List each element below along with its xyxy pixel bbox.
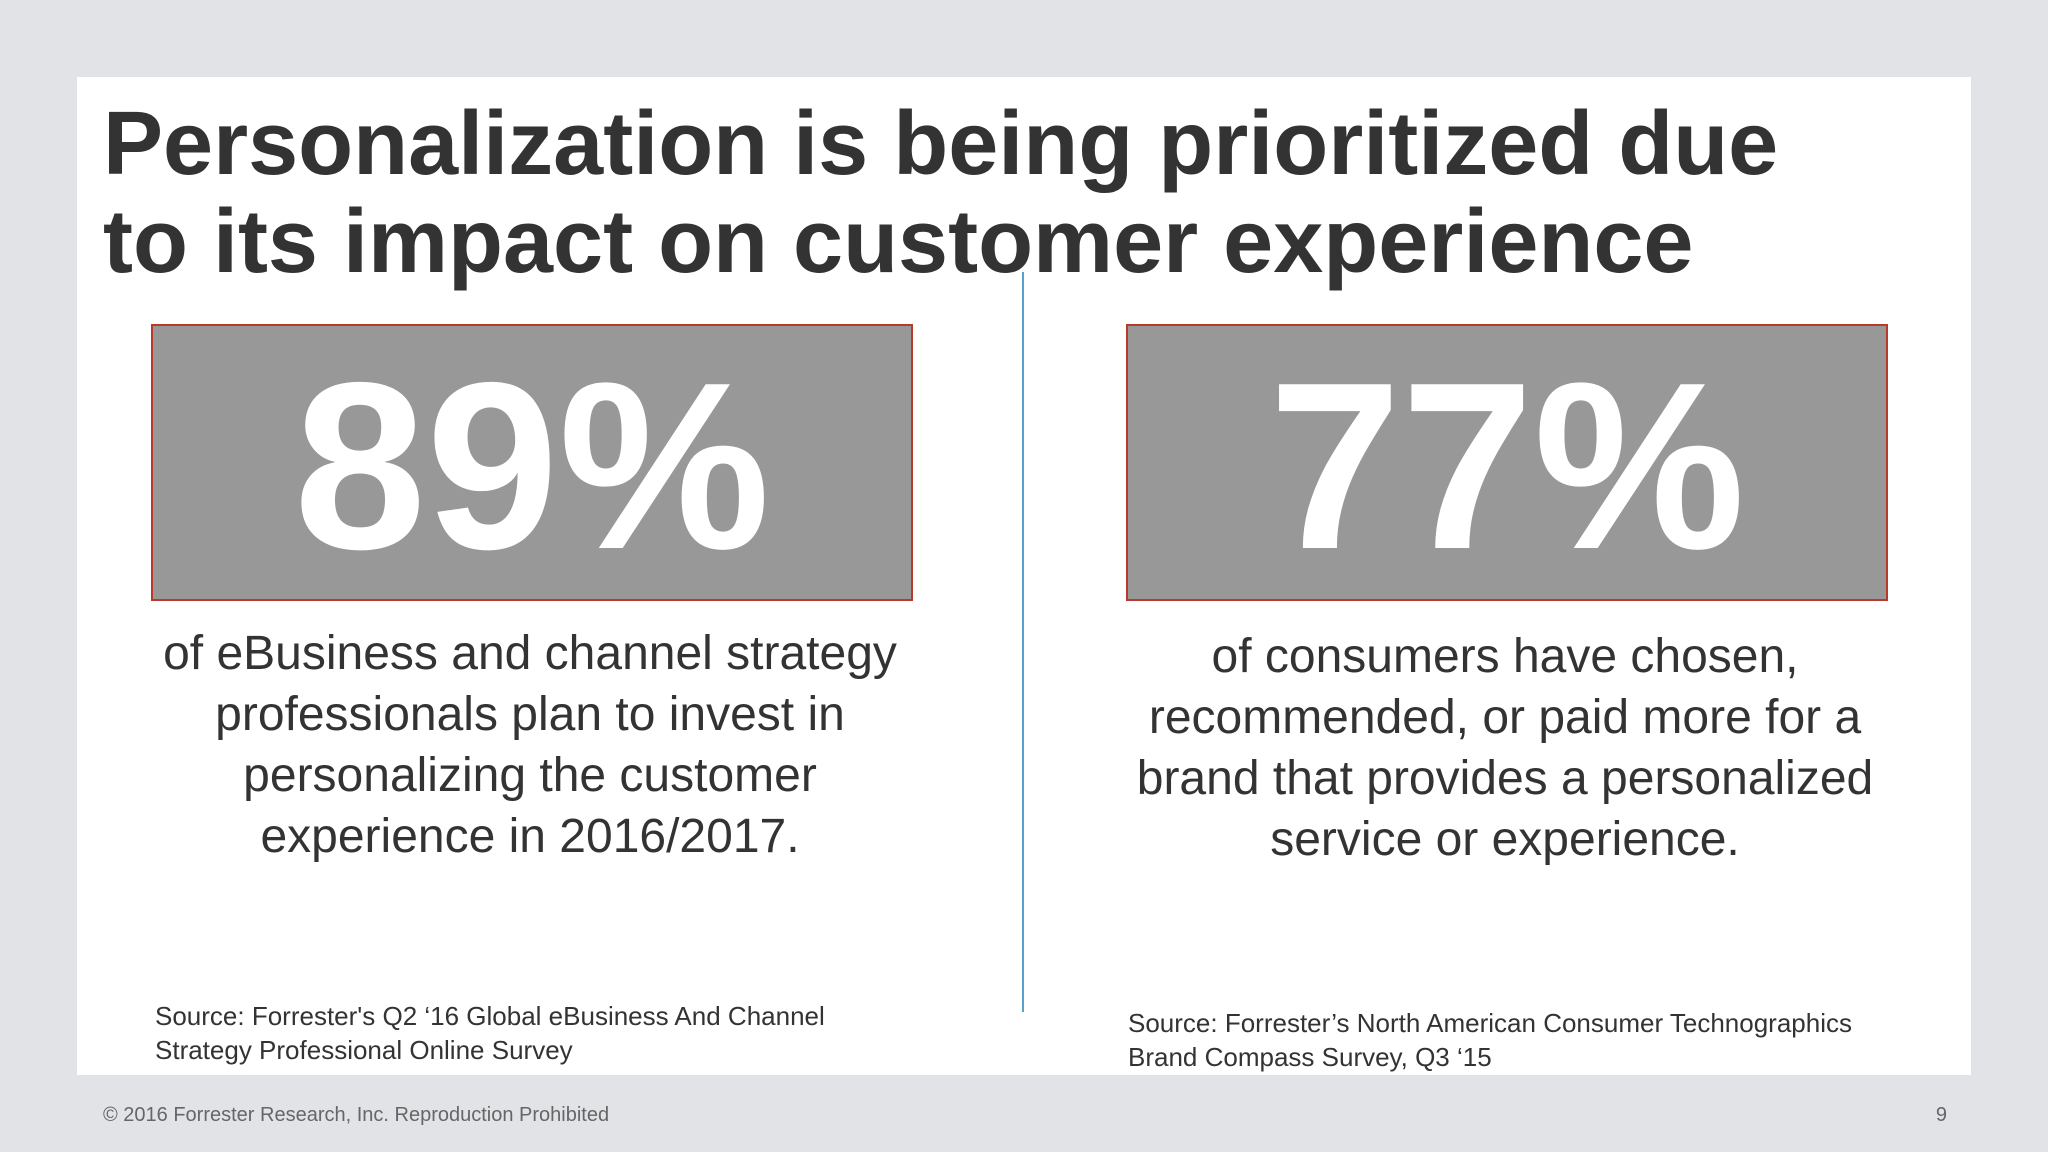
slide-title: Personalization is being prioritized due… xyxy=(103,95,1943,291)
stat-description-left-line: personalizing the customer xyxy=(243,749,817,802)
slide-title-line-2: to its impact on customer experience xyxy=(103,192,1694,292)
stat-description-left-line: professionals plan to invest in xyxy=(215,688,845,741)
slide-title-line-1: Personalization is being prioritized due xyxy=(103,94,1779,194)
source-note-left-line: Source: Forrester's Q2 ‘16 Global eBusin… xyxy=(155,1001,825,1031)
copyright-footer: © 2016 Forrester Research, Inc. Reproduc… xyxy=(103,1104,610,1126)
stat-description-right-line: brand that provides a personalized xyxy=(1136,752,1874,805)
source-note-right-line: Source: Forrester’s North American Consu… xyxy=(1128,1008,1852,1038)
stat-description-left: of eBusiness and channel strategy profes… xyxy=(110,623,950,867)
page-number: 9 xyxy=(1935,1104,1947,1126)
stat-description-right: of consumers have chosen, recommended, o… xyxy=(1085,626,1925,870)
stat-description-right-line: service or experience. xyxy=(1270,813,1740,866)
stat-description-right-line: recommended, or paid more for a xyxy=(1148,691,1862,744)
slide: Personalization is being prioritized due… xyxy=(77,77,1971,1075)
source-note-left: Source: Forrester's Q2 ‘16 Global eBusin… xyxy=(155,999,825,1067)
stat-description-left-line: experience in 2016/2017. xyxy=(260,810,800,863)
stat-description-right-line: of consumers have chosen, xyxy=(1211,630,1799,683)
source-note-left-line: Strategy Professional Online Survey xyxy=(155,1035,573,1065)
stat-value-left: 89% xyxy=(293,333,771,599)
source-note-right: Source: Forrester’s North American Consu… xyxy=(1128,1006,1852,1074)
source-note-right-line: Brand Compass Survey, Q3 ‘15 xyxy=(1128,1042,1492,1072)
stat-value-right: 77% xyxy=(1268,333,1746,599)
column-divider xyxy=(1022,272,1024,1012)
stat-box-right: 77% xyxy=(1126,324,1888,601)
stat-description-left-line: of eBusiness and channel strategy xyxy=(163,627,897,680)
stat-box-left: 89% xyxy=(151,324,913,601)
